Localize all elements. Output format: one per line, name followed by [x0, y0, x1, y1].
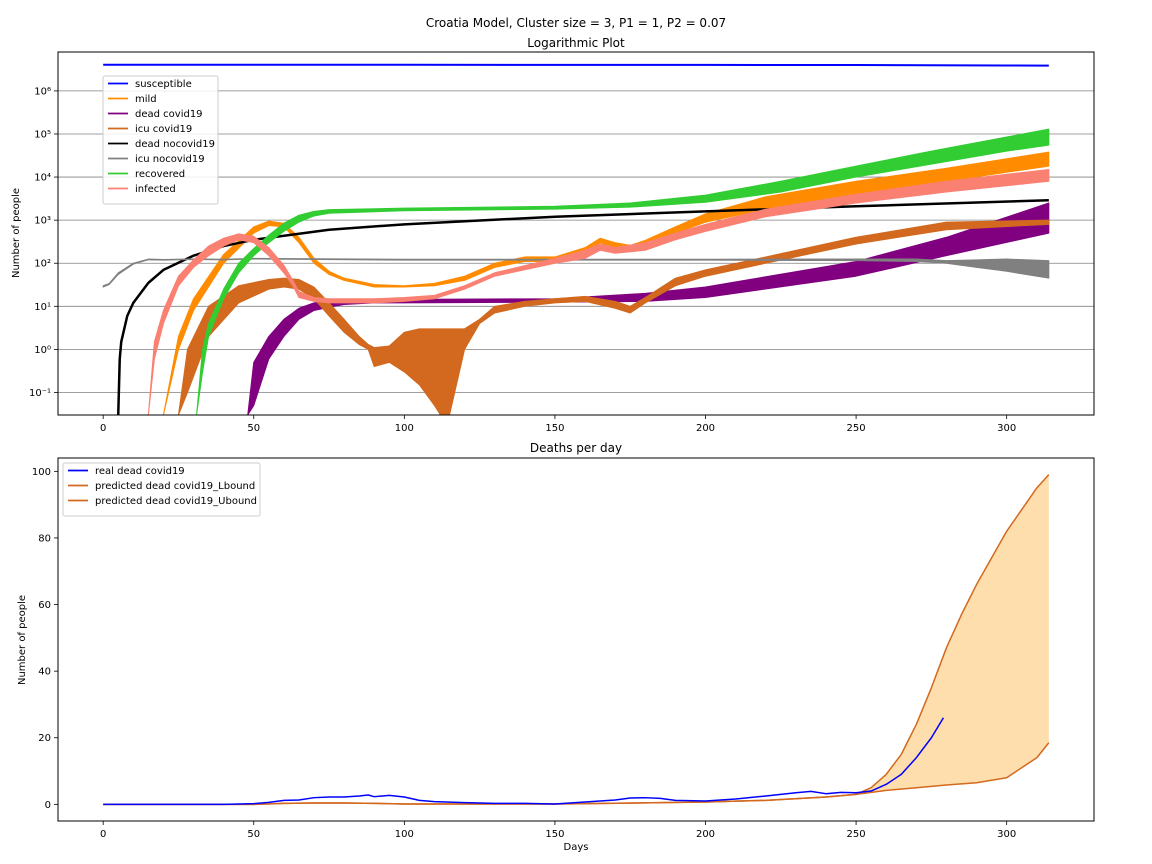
- log-plot-ytick-label: 10²: [34, 259, 51, 270]
- legend-label-susceptible: susceptible: [135, 79, 192, 90]
- legend-label-recovered: recovered: [135, 169, 185, 180]
- deaths-plot-xticks: 0 50 100 150 200 250 300: [100, 821, 1016, 840]
- deaths-plot-title: Deaths per day: [530, 441, 622, 455]
- series-mild-band: [162, 151, 1050, 415]
- series-icu-covid19-band: [177, 219, 1050, 415]
- log-plot-legend: susceptible mild dead covid19 icu covid19 de…: [102, 75, 219, 205]
- deaths-plot-area: [103, 474, 1050, 806]
- deaths-plot-legend-box: [62, 462, 261, 517]
- prediction-band-fill: [103, 474, 1049, 805]
- log-plot-xtick-label: 100: [395, 423, 414, 434]
- deaths-plot-yticks: 0 20 40 60 80 100: [32, 467, 58, 811]
- log-plot-xtick-label: 250: [847, 423, 866, 434]
- log-plot-xtick-label: 50: [247, 423, 260, 434]
- deaths-plot-axes: Deaths per day Number of people Days 0 50…: [17, 441, 1095, 853]
- log-plot-ylabel: Number of people: [11, 188, 22, 278]
- log-plot-frame: [57, 51, 1095, 416]
- series-predicted-dead-covid19-ubound-line: [103, 474, 1050, 806]
- legend-label-real-dead-covid19: real dead covid19: [95, 466, 185, 477]
- deaths-plot-xtick-label: 250: [847, 829, 866, 840]
- deaths-plot-xtick-label: 300: [997, 829, 1016, 840]
- log-plot-xtick-label: 200: [696, 423, 715, 434]
- legend-label-predicted-dead-covid19-lbound: predicted dead covid19_Lbound: [95, 481, 255, 492]
- legend-label-mild: mild: [135, 94, 157, 105]
- legend-label-icu-nocovid19: icu nocovid19: [135, 154, 205, 165]
- log-plot-legend-box: [102, 75, 219, 205]
- log-plot-xtick-label: 150: [545, 423, 564, 434]
- log-plot-ytick-label: 10⁻¹: [29, 388, 51, 399]
- log-plot-ytick-label: 10³: [34, 216, 51, 227]
- log-plot-ytick-label: 10⁶: [34, 86, 51, 97]
- series-recovered-band: [196, 128, 1050, 415]
- legend-label-infected: infected: [135, 184, 176, 195]
- deaths-plot-xtick-label: 0: [100, 829, 106, 840]
- figure-suptitle: Croatia Model, Cluster size = 3, P1 = 1,…: [426, 16, 726, 30]
- legend-label-icu-covid19: icu covid19: [135, 124, 192, 135]
- legend-label-predicted-dead-covid19-ubound: predicted dead covid19_Ubound: [95, 496, 257, 507]
- deaths-plot-frame: [57, 457, 1095, 822]
- deaths-plot-ytick-label: 20: [38, 733, 51, 744]
- legend-label-dead-covid19: dead covid19: [135, 109, 203, 120]
- deaths-plot-xtick-label: 200: [696, 829, 715, 840]
- deaths-plot-ytick-label: 60: [38, 600, 51, 611]
- log-plot-xtick-label: 0: [100, 423, 106, 434]
- deaths-plot-ytick-label: 80: [38, 533, 51, 544]
- log-plot-xtick-label: 300: [997, 423, 1016, 434]
- series-icu-nocovid19-band: [102, 257, 1050, 288]
- deaths-plot-xlabel: Days: [564, 842, 589, 853]
- log-plot-area: [58, 63, 1094, 415]
- deaths-plot-legend: real dead covid19 predicted dead covid19_…: [62, 462, 261, 517]
- series-susceptible-line: [103, 63, 1049, 67]
- log-plot-title: Logarithmic Plot: [527, 36, 625, 50]
- series-dead-covid19-band: [247, 202, 1050, 415]
- deaths-plot-ytick-label: 100: [32, 467, 51, 478]
- log-plot-xticks: 0 50 100 150 200 250 300: [100, 415, 1016, 434]
- legend-label-dead-nocovid19: dead nocovid19: [135, 139, 215, 150]
- series-infected-band: [147, 168, 1050, 415]
- deaths-plot-ylabel: Number of people: [17, 595, 28, 685]
- log-plot-yticks: 10⁻¹ 10⁰ 10¹ 10² 10³ 10⁴ 10⁵ 10⁶: [29, 86, 58, 399]
- deaths-plot-ytick-label: 0: [45, 800, 51, 811]
- log-plot-ytick-label: 10⁵: [34, 129, 51, 140]
- log-plot-ytick-label: 10⁴: [34, 173, 51, 184]
- log-plot-ytick-label: 10¹: [34, 302, 51, 313]
- log-plot-axes: Logarithmic Plot Number of people 0 50 100…: [11, 36, 1095, 434]
- deaths-plot-xtick-label: 150: [545, 829, 564, 840]
- deaths-plot-xtick-label: 50: [247, 829, 260, 840]
- deaths-plot-xtick-label: 100: [395, 829, 414, 840]
- deaths-plot-ytick-label: 40: [38, 667, 51, 678]
- log-plot-ytick-label: 10⁰: [34, 345, 51, 356]
- series-real-dead-covid19-line: [103, 717, 945, 806]
